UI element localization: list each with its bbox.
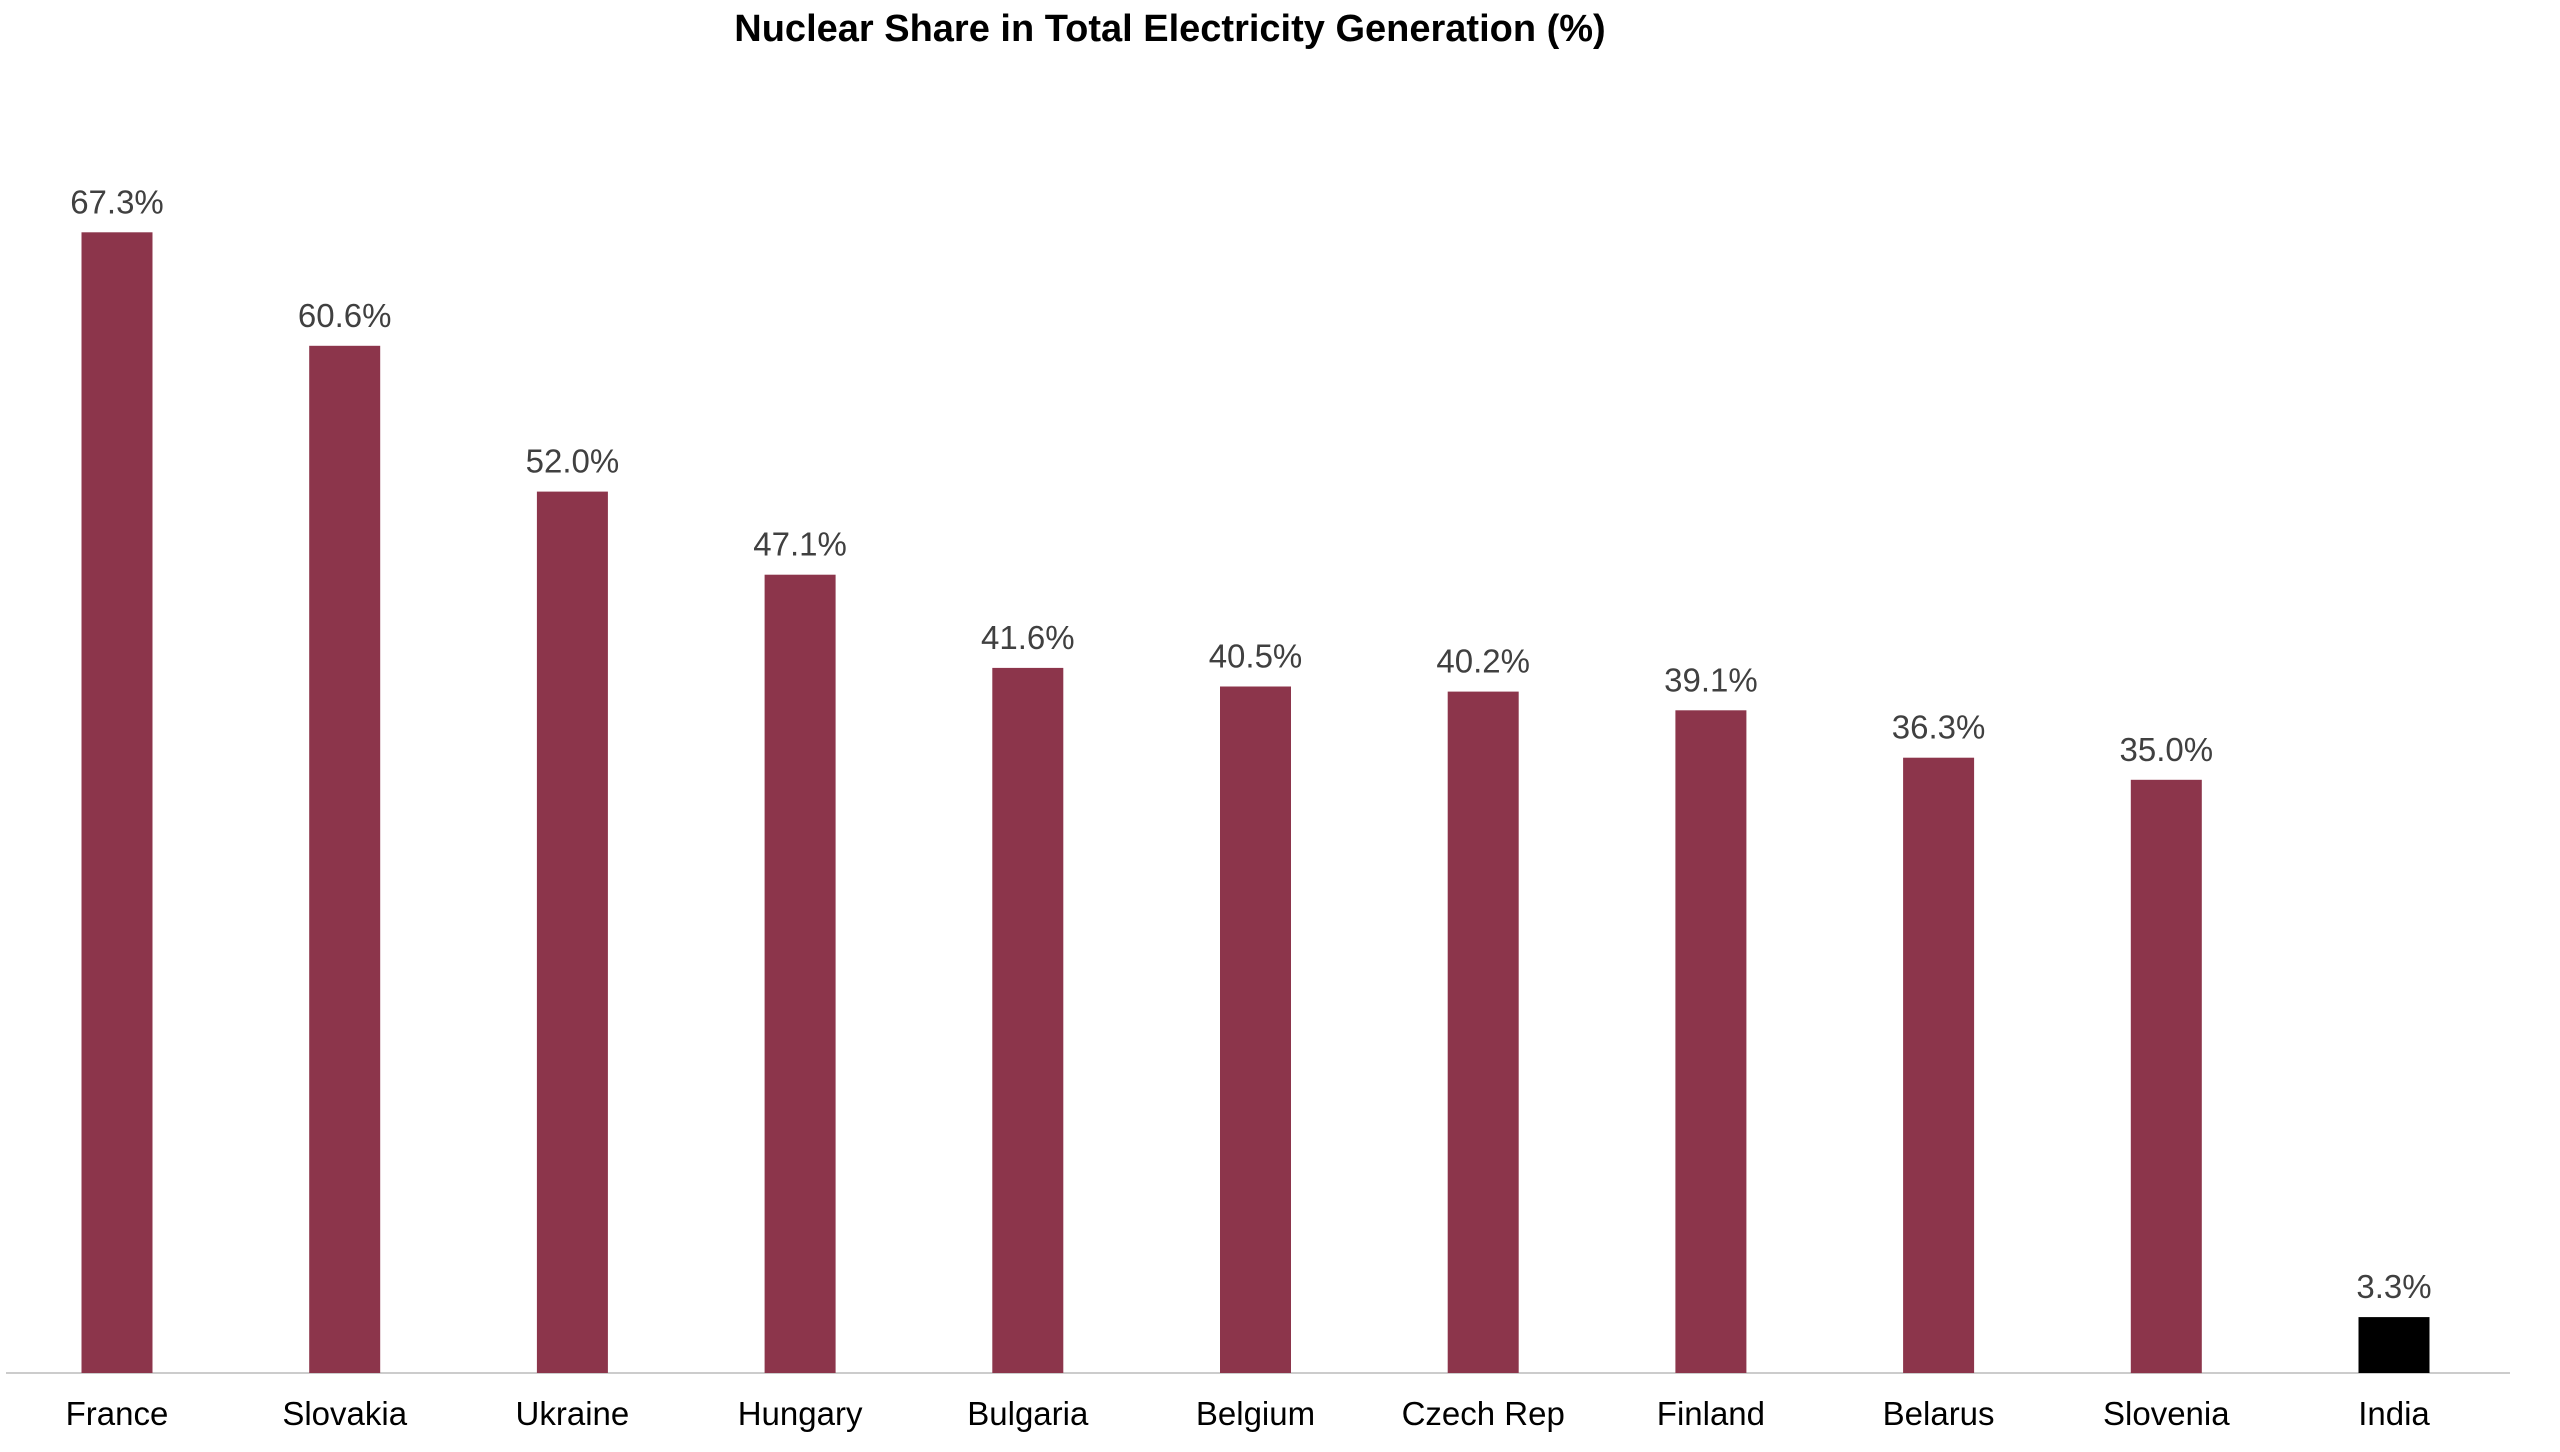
value-label-slovenia: 35.0% [2120, 731, 2214, 768]
value-label-india: 3.3% [2356, 1268, 2431, 1305]
bars-group [81, 232, 2430, 1374]
value-label-belgium: 40.5% [1209, 638, 1303, 675]
value-label-finland: 39.1% [1664, 661, 1758, 698]
value-label-slovakia: 60.6% [298, 297, 392, 334]
value-label-bulgaria: 41.6% [981, 619, 1075, 656]
value-label-france: 67.3% [70, 183, 164, 220]
x-tick-label-ukraine: Ukraine [516, 1395, 630, 1432]
value-label-hungary: 47.1% [753, 526, 847, 563]
x-tick-label-czech-rep: Czech Rep [1402, 1395, 1565, 1432]
bar-czech-rep [1447, 691, 1519, 1373]
x-tick-labels-group: France Slovakia Ukraine Hungary Bulgaria Belg… [66, 1395, 2431, 1432]
x-tick-label-belarus: Belarus [1883, 1395, 1995, 1432]
x-tick-label-india: India [2358, 1395, 2430, 1432]
bar-finland [1675, 710, 1747, 1373]
x-tick-label-slovenia: Slovenia [2103, 1395, 2230, 1432]
bar-slovenia [2130, 779, 2202, 1374]
value-label-czech-rep: 40.2% [1436, 643, 1530, 680]
x-tick-label-france: France [66, 1395, 169, 1432]
bar-belgium [1220, 686, 1291, 1373]
bar-france [81, 232, 153, 1373]
chart-title: Nuclear Share in Total Electricity Gener… [734, 8, 1606, 50]
x-tick-label-slovakia: Slovakia [282, 1395, 407, 1432]
bar-ukraine [536, 491, 608, 1374]
x-tick-label-hungary: Hungary [738, 1395, 863, 1432]
x-tick-label-belgium: Belgium [1196, 1395, 1315, 1432]
bar-hungary [764, 574, 836, 1373]
bar-bulgaria [992, 667, 1064, 1373]
value-label-ukraine: 52.0% [526, 443, 620, 480]
bar-belarus [1903, 757, 1975, 1373]
value-label-belarus: 36.3% [1892, 709, 1986, 746]
bar-slovakia [309, 345, 381, 1373]
value-labels-group: 67.3% 60.6% 52.0% 47.1% 41.6% 40.5% 40.2% 39.1%… [70, 183, 2431, 1305]
x-tick-label-bulgaria: Bulgaria [967, 1395, 1089, 1432]
x-tick-label-finland: Finland [1657, 1395, 1765, 1432]
bar-india [2358, 1317, 2430, 1373]
